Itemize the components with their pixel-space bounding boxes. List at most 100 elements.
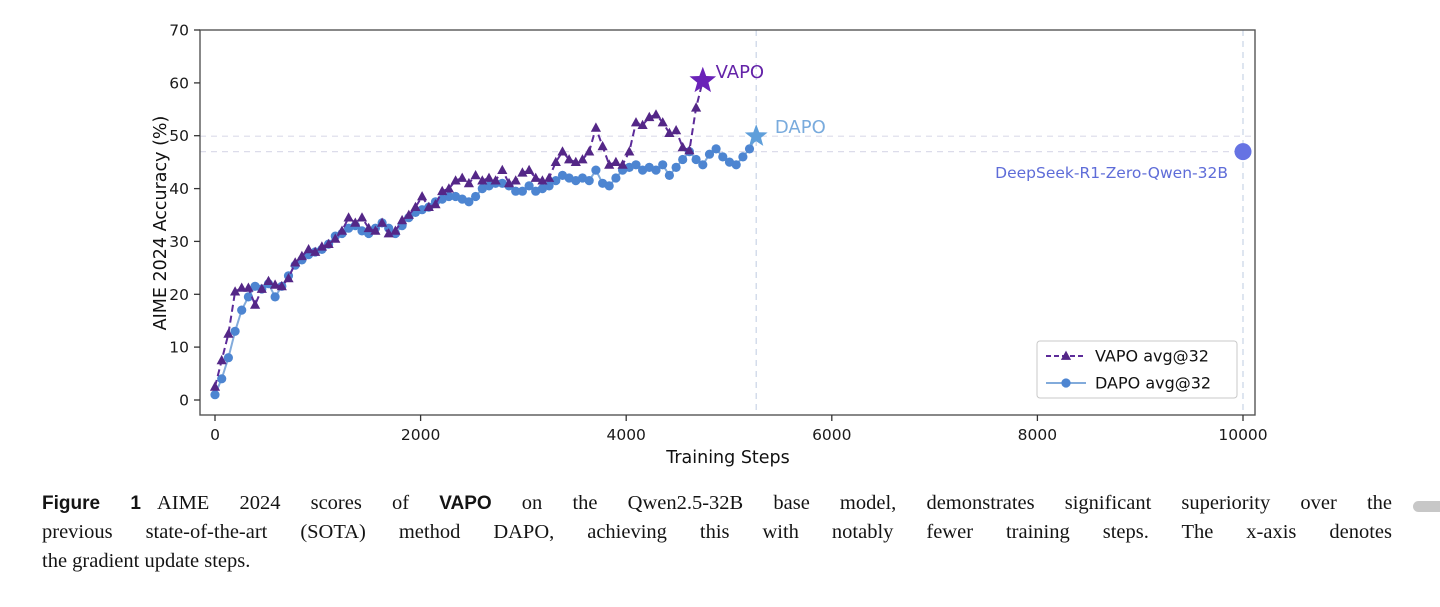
vapo-marker [650,109,662,119]
vapo-marker [303,244,314,254]
vapo-marker [590,122,601,132]
vapo-marker [671,125,682,135]
dapo-marker [270,292,280,302]
x-axis-label: Training Steps [665,448,790,468]
vapo-marker [356,212,368,222]
vapo-marker [243,282,254,292]
vapo-marker [216,354,227,365]
annotation-dapo: DAPO [775,117,826,138]
vapo-star-marker [689,66,717,93]
vapo-marker [296,250,307,261]
vapo-marker [691,102,702,112]
legend-vapo-label: VAPO avg@32 [1095,347,1209,366]
guide-lines [200,30,1255,415]
caption-text: on the Qwen2.5-32B base model, demonstra… [491,492,1393,514]
figure-label: Figure 1 [42,493,141,514]
legend-dapo-marker [1061,378,1071,388]
dapo-series [210,124,768,400]
scrollbar-thumb[interactable] [1413,501,1440,512]
dapo-marker [744,144,755,154]
vapo-marker [323,238,334,248]
dapo-marker [471,191,481,202]
vapo-marker [624,146,635,156]
dapo-marker [691,154,701,165]
dapo-marker [584,176,594,186]
dapo-marker [210,390,220,400]
caption-vapo-bold: VAPO [439,493,492,514]
vapo-marker [537,175,548,185]
dapo-marker [237,305,247,315]
x-tick-label: 2000 [401,426,440,444]
vapo-marker [664,127,675,137]
vapo-marker [370,225,381,235]
vapo-marker [497,164,508,174]
vapo-marker [597,140,608,151]
dapo-marker [551,176,561,186]
legend-dapo-label: DAPO avg@32 [1095,374,1211,393]
y-tick-label: 30 [169,233,189,251]
vapo-marker [677,141,688,152]
dapo-marker [243,292,253,302]
dapo-marker [223,353,233,363]
vapo-marker [403,209,414,219]
dapo-star-marker [744,124,768,146]
vapo-marker [644,111,655,122]
vapo-marker [437,185,448,196]
dapo-marker [217,374,227,384]
vapo-marker [363,222,374,233]
vapo-marker [510,175,521,185]
dapo-marker [511,186,521,196]
vapo-marker [617,159,628,169]
vapo-marker [270,279,281,289]
y-tick-label: 40 [169,180,189,198]
y-tick-label: 0 [179,392,189,410]
vapo-marker [470,170,481,180]
legend: VAPO avg@32 DAPO avg@32 [1036,340,1238,399]
vapo-marker [209,381,221,391]
vapo-marker [397,214,408,225]
vapo-marker [544,172,555,182]
y-tick-label: 60 [169,74,189,92]
y-axis: 0 10 20 30 40 50 60 70 AIME 2024 Accuracy (%) [151,22,200,410]
figure-caption: Figure 1 AIME 2024 scores of VAPO on the … [42,489,1392,576]
vapo-marker [637,119,648,129]
caption-line-3: the gradient update steps. [42,550,251,572]
vapo-marker [316,241,327,251]
vapo-marker [336,225,348,235]
vapo-marker [490,175,501,185]
vapo-marker [557,146,568,156]
dapo-marker [711,144,721,154]
vapo-marker [450,175,461,185]
vapo-marker [410,201,421,211]
vapo-series [209,66,717,391]
vapo-marker [483,172,495,182]
x-tick-label: 8000 [1018,426,1057,444]
y-tick-label: 70 [169,22,189,40]
vapo-marker [463,177,474,188]
dapo-marker [651,165,661,175]
vapo-marker [390,225,401,235]
dapo-marker [718,152,728,162]
x-axis: 0 2000 4000 6000 8000 10000 Training Steps [210,415,1268,468]
aime-accuracy-chart: 0 2000 4000 6000 8000 10000 Training Steps 0 10 2… [151,22,1268,469]
vapo-marker [584,146,595,156]
vapo-marker [423,201,434,211]
dapo-marker [704,149,715,159]
y-tick-label: 50 [169,127,189,145]
dapo-marker [611,173,621,183]
vapo-marker [443,183,454,193]
vapo-marker [290,257,301,267]
vapo-marker [524,164,535,174]
vapo-marker [263,275,274,285]
caption-text: AIME 2024 scores of [156,492,440,514]
vapo-marker [657,117,668,127]
deepseek-point [1234,143,1252,161]
vapo-marker [604,159,615,169]
x-tick-label: 10000 [1218,426,1267,444]
dapo-marker [671,162,681,172]
vapo-marker [577,154,588,164]
x-tick-label: 4000 [606,426,645,444]
legend-box [1036,340,1238,399]
dapo-marker [678,154,688,165]
